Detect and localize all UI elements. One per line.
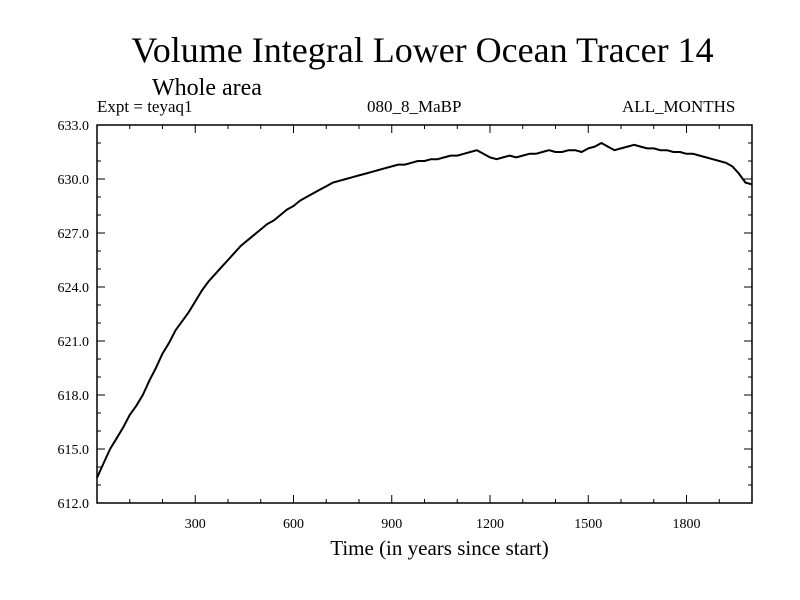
y-tick-label: 624.0 [58,281,90,296]
y-tick-label: 612.0 [58,497,90,512]
y-tick-label: 627.0 [58,227,90,242]
series-layer [96,142,753,479]
x-tick-label: 900 [381,517,402,532]
x-tick-label: 600 [283,517,304,532]
period-label: 080_8_MaBP [367,97,462,116]
chart-subtitle: Whole area [152,75,262,101]
y-tick-label: 615.0 [58,443,90,458]
y-tick-label: 633.0 [58,119,90,134]
experiment-label: Expt = teyaq1 [97,97,193,116]
x-tick-label: 300 [185,517,206,532]
y-axis-ticks: 612.0 615.0 618.0 621.0 624.0 627.0 630.0 633.0 [58,119,752,512]
x-tick-label: 1500 [574,517,602,532]
plot-frame [96,124,753,504]
y-tick-label: 630.0 [58,173,90,188]
y-tick-label: 621.0 [58,335,90,350]
months-label: ALL_MONTHS [622,97,736,116]
x-axis-label: Time (in years since start) [330,536,549,560]
chart-title: Volume Integral Lower Ocean Tracer 14 [131,30,714,70]
x-axis-ticks: 300 600 900 1200 1500 1800 [185,125,701,532]
x-tick-label: 1800 [673,517,701,532]
series-line [96,142,753,479]
y-tick-label: 618.0 [58,389,90,404]
minor-ticks [97,125,752,503]
x-tick-label: 1200 [476,517,504,532]
